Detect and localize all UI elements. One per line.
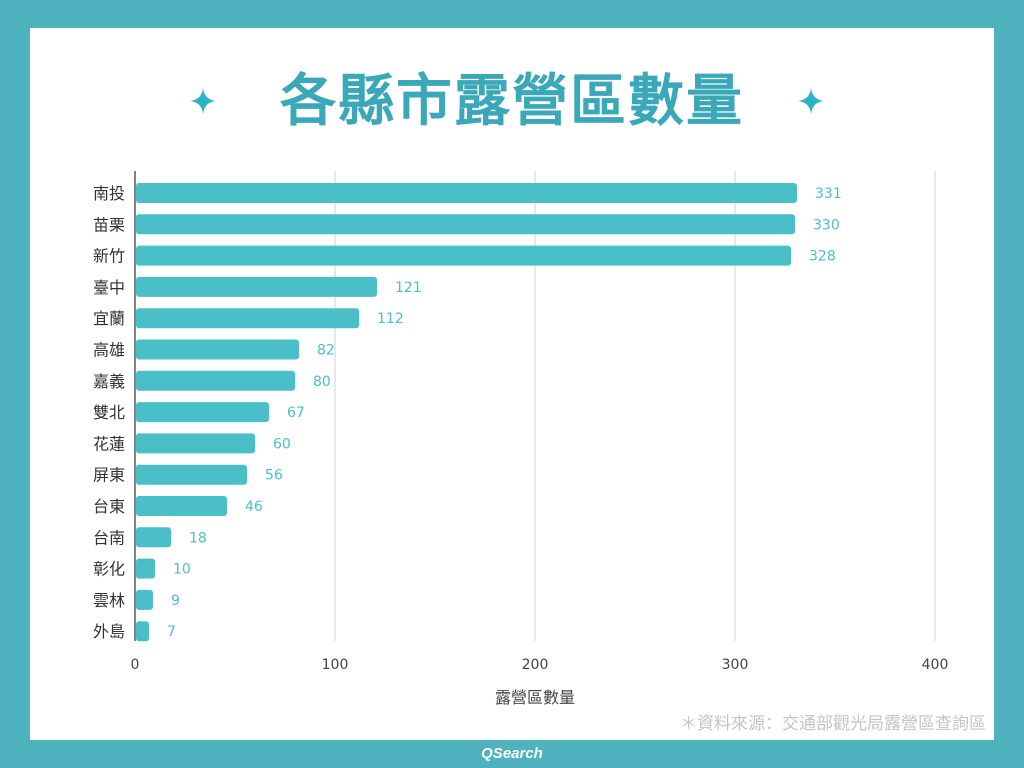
chart-card: 各縣市露營區數量 0 100 200 300 400 南投 331 苗栗 330 新竹 328 臺中 1…	[30, 28, 994, 740]
data-label: 331	[815, 186, 842, 202]
x-tick-label: 400	[922, 657, 949, 673]
category-label: 彰化	[93, 560, 125, 579]
bar	[136, 339, 299, 360]
source-note: ＊資料來源：交通部觀光局露營區查詢區	[680, 714, 986, 734]
bar	[136, 183, 797, 203]
category-label: 台南	[93, 528, 125, 547]
bar	[136, 558, 155, 579]
x-tick-label: 0	[131, 657, 140, 673]
x-tick-label: 200	[522, 657, 549, 673]
x-tick-label: 100	[322, 657, 349, 673]
sparkle-icon	[798, 88, 824, 114]
bar	[136, 527, 171, 548]
category-label: 外島	[93, 622, 125, 641]
bar	[136, 245, 791, 266]
bar	[136, 433, 255, 454]
bar	[136, 464, 247, 485]
category-label: 新竹	[93, 247, 125, 266]
category-label: 雙北	[93, 403, 125, 422]
bar	[136, 370, 295, 391]
data-label: 67	[287, 405, 305, 421]
data-label: 9	[171, 593, 180, 609]
data-label: 82	[317, 343, 335, 359]
category-label: 苗栗	[93, 215, 125, 234]
bar	[136, 589, 153, 610]
category-label: 南投	[93, 184, 125, 203]
category-label: 雲林	[93, 591, 125, 610]
bar	[136, 621, 149, 642]
category-label: 高雄	[93, 341, 125, 360]
category-label: 台東	[93, 497, 125, 516]
bar-chart: 0 100 200 300 400 南投 331 苗栗 330 新竹 328 臺中 121 宜蘭 112 高雄…	[93, 171, 949, 707]
bar	[136, 496, 227, 516]
data-label: 10	[173, 562, 191, 578]
data-label: 7	[167, 624, 176, 640]
x-axis-title: 露營區數量	[495, 688, 575, 707]
data-label: 60	[273, 436, 291, 452]
category-label: 臺中	[93, 278, 125, 297]
brand-footer: QSearch	[481, 745, 543, 762]
bar	[136, 402, 269, 423]
bar	[136, 276, 377, 297]
data-label: 18	[189, 530, 207, 546]
category-label: 屏東	[93, 466, 125, 485]
bar	[136, 214, 795, 235]
data-label: 330	[813, 217, 840, 233]
data-label: 56	[265, 468, 283, 484]
data-label: 112	[377, 311, 404, 327]
data-label: 80	[313, 374, 331, 390]
data-label: 328	[809, 249, 836, 265]
x-tick-label: 300	[722, 657, 749, 673]
category-label: 花蓮	[93, 434, 125, 453]
sparkle-icon	[190, 88, 216, 114]
data-label: 121	[395, 280, 422, 296]
category-label: 宜蘭	[93, 309, 125, 328]
page-title: 各縣市露營區數量	[280, 69, 744, 134]
category-label: 嘉義	[93, 372, 125, 391]
data-label: 46	[245, 499, 263, 515]
bar	[136, 308, 359, 329]
